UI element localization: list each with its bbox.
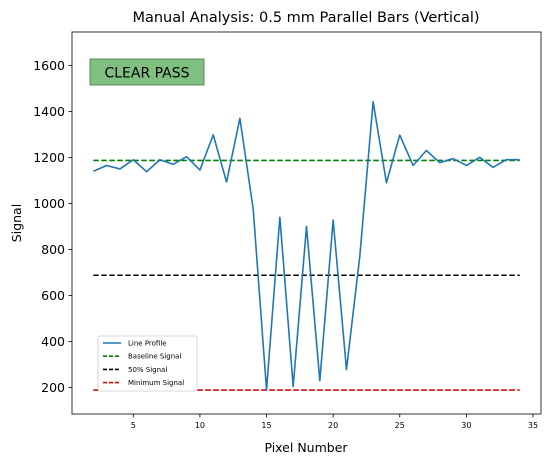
y-tick-label: 1600 bbox=[33, 58, 65, 73]
x-tick-label: 15 bbox=[261, 421, 271, 430]
y-tick-label: 1200 bbox=[33, 150, 65, 165]
legend-label: Line Profile bbox=[128, 340, 167, 348]
y-tick-label: 600 bbox=[41, 288, 65, 303]
series-layer bbox=[93, 100, 520, 391]
legend-box bbox=[97, 335, 198, 392]
annotation-text: CLEAR PASS bbox=[104, 66, 189, 82]
y-tick-label: 1400 bbox=[33, 104, 65, 119]
chart-title: Manual Analysis: 0.5 mm Parallel Bars (V… bbox=[132, 10, 479, 26]
x-tick-label: 25 bbox=[395, 421, 405, 430]
y-tick-label: 1000 bbox=[33, 196, 65, 211]
x-axis: 5 10 15 20 25 30 35 bbox=[131, 414, 538, 430]
x-tick-label: 20 bbox=[328, 421, 338, 430]
x-tick-label: 5 bbox=[131, 421, 136, 430]
plot-frame bbox=[71, 31, 542, 415]
y-tick-label: 200 bbox=[41, 380, 65, 395]
y-axis: 200 400 600 800 1000 1200 1400 1600 bbox=[33, 58, 72, 395]
annotation-background bbox=[89, 58, 205, 86]
legend-items: Line Profile Baseline Signal 50% Signal Min… bbox=[103, 340, 184, 387]
legend-label: Minimum Signal bbox=[128, 379, 184, 387]
x-axis-label: Pixel Number bbox=[264, 440, 348, 455]
legend-label: Baseline Signal bbox=[128, 353, 181, 361]
x-tick-label: 30 bbox=[461, 421, 471, 430]
x-tick-label: 10 bbox=[195, 421, 205, 430]
x-tick-label: 35 bbox=[528, 421, 538, 430]
y-tick-label: 400 bbox=[41, 334, 65, 349]
y-tick-label: 800 bbox=[41, 242, 65, 257]
legend-label: 50% Signal bbox=[128, 366, 167, 374]
annotation-box: CLEAR PASS bbox=[89, 58, 205, 86]
y-axis-label: Signal bbox=[9, 204, 24, 242]
legend: Line Profile Baseline Signal 50% Signal Min… bbox=[97, 335, 198, 392]
series-line-line-profile bbox=[93, 100, 520, 391]
